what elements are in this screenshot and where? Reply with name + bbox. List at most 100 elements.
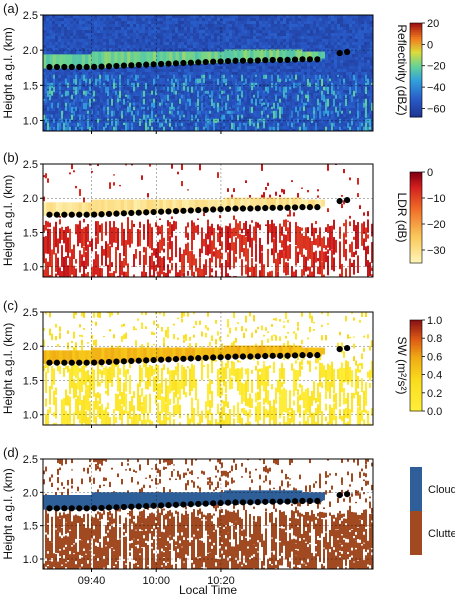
heatmap-cell <box>226 30 229 33</box>
heatmap-cell <box>148 27 151 30</box>
heatmap-cell <box>199 45 202 48</box>
clutter-cell <box>145 114 147 120</box>
heatmap-cell <box>322 60 325 63</box>
heatmap-cell <box>337 57 340 60</box>
clutter-cell <box>107 110 109 116</box>
clutter-cell <box>125 110 127 116</box>
heatmap-cell <box>247 33 250 36</box>
heatmap-cell <box>256 99 259 102</box>
heatmap-cell <box>310 30 313 33</box>
heatmap-cell <box>148 126 151 129</box>
heatmap-cell <box>178 90 181 93</box>
heatmap-cell <box>286 24 289 27</box>
heatmap-cell <box>208 36 211 39</box>
clutter-cell <box>201 78 203 85</box>
heatmap-cell <box>121 123 124 126</box>
heatmap-cell <box>226 87 229 90</box>
heatmap-cell <box>133 18 136 21</box>
heatmap-cell <box>280 66 283 69</box>
heatmap-cell <box>67 87 70 90</box>
heatmap-cell <box>289 33 292 36</box>
heatmap-cell <box>280 72 283 75</box>
heatmap-cell <box>61 75 64 78</box>
heatmap-cell <box>124 24 127 27</box>
heatmap-cell <box>232 114 235 117</box>
heatmap-cell <box>304 30 307 33</box>
heatmap-cell <box>217 111 220 114</box>
heatmap-cell <box>58 18 61 21</box>
heatmap-cell <box>295 15 298 18</box>
heatmap-cell <box>256 72 259 75</box>
heatmap-cell <box>190 36 193 39</box>
heatmap-cell <box>118 126 121 129</box>
heatmap-cell <box>67 45 70 48</box>
heatmap-cell <box>361 42 364 45</box>
heatmap-cell <box>205 105 208 108</box>
heatmap-cell <box>316 30 319 33</box>
clutter-cell <box>293 82 295 89</box>
heatmap-cell <box>214 45 217 48</box>
heatmap-cell <box>301 120 304 123</box>
heatmap-cell <box>286 117 289 120</box>
clutter-cell <box>131 106 133 114</box>
heatmap-cell <box>235 72 238 75</box>
heatmap-cell <box>139 36 142 39</box>
heatmap-cell <box>109 99 112 102</box>
heatmap-cell <box>130 117 133 120</box>
heatmap-cell <box>166 42 169 45</box>
clutter-cell <box>231 74 233 78</box>
clutter-cell <box>189 106 191 113</box>
clutter-cell <box>79 78 81 85</box>
heatmap-cell <box>340 66 343 69</box>
heatmap-cell <box>319 126 322 129</box>
clutter-cell <box>169 122 171 128</box>
heatmap-cell <box>283 72 286 75</box>
heatmap-cell <box>235 129 238 131</box>
heatmap-cell <box>223 27 226 30</box>
heatmap-cell <box>61 81 64 84</box>
heatmap-cell <box>238 69 241 72</box>
heatmap-cell <box>169 15 172 18</box>
heatmap-cell <box>337 69 340 72</box>
clutter-cell <box>181 110 183 118</box>
heatmap-cell <box>244 18 247 21</box>
heatmap-cell <box>43 30 46 33</box>
clutter-cell <box>77 86 79 94</box>
heatmap-cell <box>328 108 331 111</box>
heatmap-cell <box>283 111 286 114</box>
clutter-cell <box>221 78 223 82</box>
heatmap-cell <box>349 117 352 120</box>
heatmap-cell <box>130 30 133 33</box>
heatmap-cell <box>49 105 52 108</box>
clutter-cell <box>237 130 239 131</box>
heatmap-cell <box>328 87 331 90</box>
heatmap-cell <box>334 105 337 108</box>
heatmap-cell <box>358 90 361 93</box>
clutter-cell <box>79 126 81 130</box>
heatmap-cell <box>247 111 250 114</box>
heatmap-cell <box>205 129 208 131</box>
heatmap-cell <box>160 75 163 78</box>
heatmap-cell <box>70 39 73 42</box>
heatmap-cell <box>352 21 355 24</box>
heatmap-cell <box>151 24 154 27</box>
heatmap-cell <box>79 72 82 75</box>
heatmap-cell <box>136 24 139 27</box>
heatmap-cell <box>295 63 298 66</box>
heatmap-cell <box>268 27 271 30</box>
heatmap-cell <box>46 18 49 21</box>
heatmap-cell <box>295 39 298 42</box>
heatmap-cell <box>46 24 49 27</box>
heatmap-cell <box>226 126 229 129</box>
heatmap-cell <box>73 48 76 51</box>
heatmap-cell <box>214 126 217 129</box>
heatmap-cell <box>250 24 253 27</box>
heatmap-cell <box>211 42 214 45</box>
heatmap-cell <box>361 75 364 78</box>
heatmap-cell <box>100 30 103 33</box>
heatmap-cell <box>205 108 208 111</box>
heatmap-cell <box>118 72 121 75</box>
heatmap-cell <box>322 120 325 123</box>
heatmap-cell <box>145 42 148 45</box>
